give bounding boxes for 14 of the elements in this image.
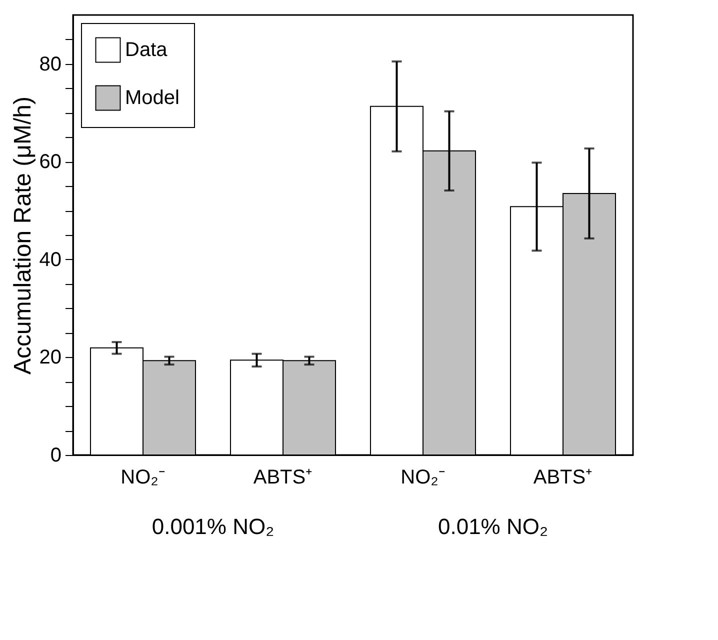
text: 0.001% NO₂ [152,514,274,539]
y-tick-label: 60 [39,151,62,174]
legend-label: Model [125,87,180,109]
y-tick-label: 40 [39,248,62,271]
x-tick-label: ABTS⁺ [533,466,593,488]
x-tick-label: ABTS⁺ [253,466,313,488]
y-tick-label: 0 [50,444,62,466]
x-tick-label: NO₂⁻ [120,466,166,488]
text: 0.01% NO₂ [438,514,548,539]
y-axis-title: Accumulation Rate (μM/h) [9,96,36,374]
x-tick-label: NO₂⁻ [400,466,446,488]
y-tick-label: 80 [39,53,62,76]
legend-label: Data [125,39,168,61]
y-tick-label: 20 [39,346,62,369]
